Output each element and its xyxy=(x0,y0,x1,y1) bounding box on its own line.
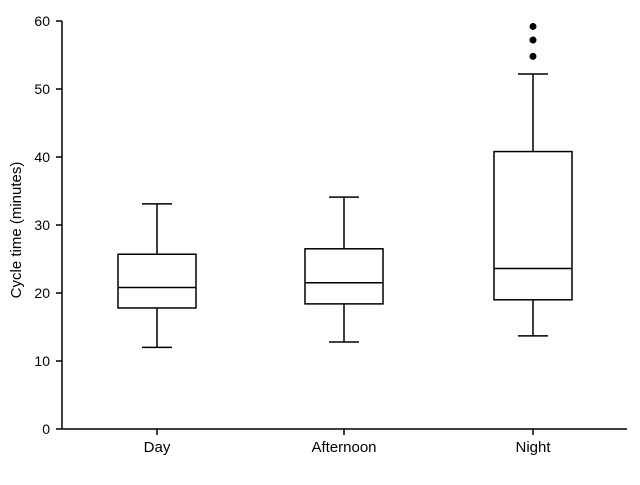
x-tick-label: Night xyxy=(515,439,551,456)
y-tick-label: 50 xyxy=(34,81,50,97)
iqr-box xyxy=(304,248,384,305)
x-tick-label: Afternoon xyxy=(311,439,376,456)
y-tick-label: 20 xyxy=(34,285,50,301)
y-tick-label: 60 xyxy=(34,13,50,29)
outlier-point xyxy=(529,52,537,60)
box-night xyxy=(493,22,573,337)
boxes xyxy=(117,22,573,349)
outlier-point xyxy=(529,36,537,44)
iqr-box xyxy=(493,150,573,301)
y-axis-title: Cycle time (minutes) xyxy=(8,162,25,299)
box-afternoon xyxy=(304,196,384,343)
iqr-box xyxy=(117,253,197,309)
y-tick-label: 30 xyxy=(34,217,50,233)
axes: 0 10 20 30 40 50 60 Day Afternoon Night xyxy=(34,13,627,456)
y-tick-label: 10 xyxy=(34,353,50,369)
y-tick-label: 40 xyxy=(34,149,50,165)
box-day xyxy=(117,203,197,349)
outlier-point xyxy=(529,22,537,30)
x-tick-label: Day xyxy=(144,439,171,456)
y-tick-label: 0 xyxy=(42,421,50,437)
